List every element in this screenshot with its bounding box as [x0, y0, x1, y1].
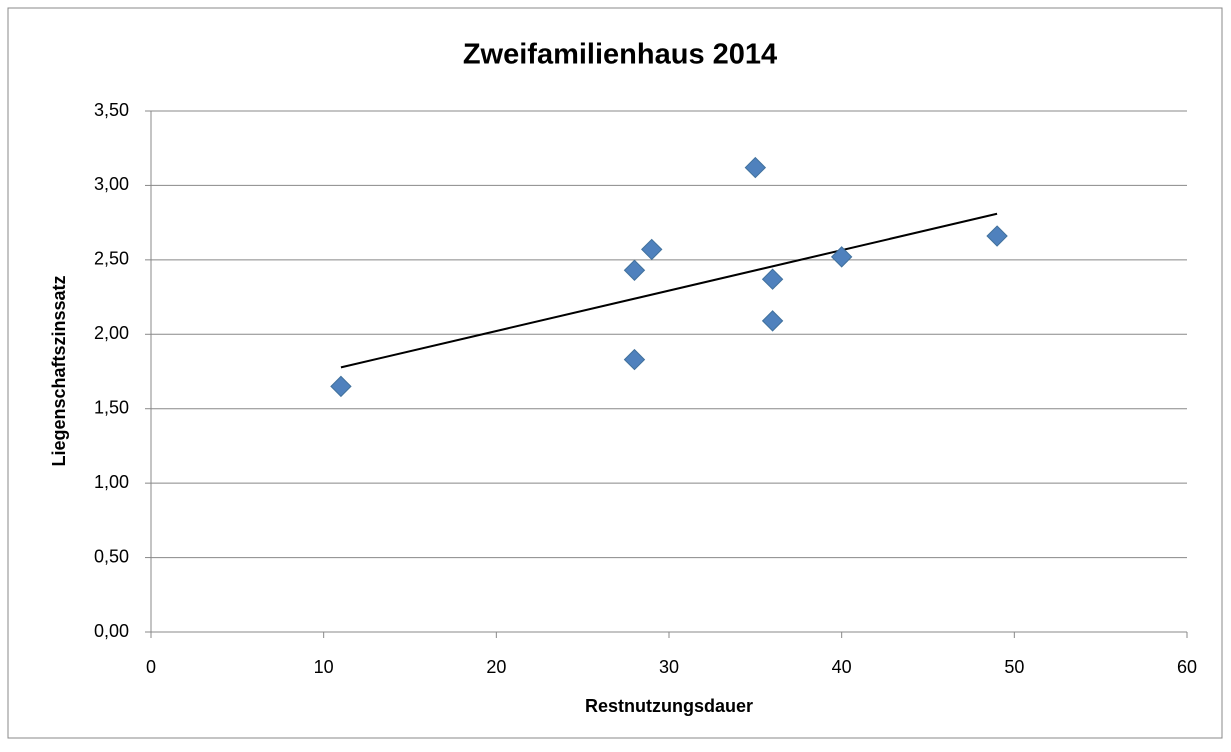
x-tick-label: 30 [659, 657, 679, 677]
x-axis-label: Restnutzungsdauer [585, 696, 753, 716]
point [761, 268, 784, 290]
x-tick-label: 20 [486, 657, 506, 677]
point [330, 375, 352, 398]
y-tick-label: 1,50 [94, 397, 129, 417]
chart-title: Zweifamilienhaus 2014 [463, 39, 777, 71]
point [761, 310, 784, 332]
point [623, 348, 646, 371]
y-tick-label: 3,50 [94, 100, 129, 120]
point [986, 225, 1008, 247]
point [744, 156, 767, 179]
x-tick-label: 0 [146, 657, 156, 677]
y-tick-label: 3,00 [94, 174, 129, 194]
y-tick-label: 1,00 [94, 472, 129, 492]
x-tick-label: 50 [1004, 657, 1024, 677]
y-tick-label: 2,50 [94, 249, 129, 269]
y-axis-label: Liegenschaftszinssatz [49, 275, 69, 466]
y-tick-label: 0,50 [94, 546, 129, 566]
chart-border [7, 7, 1223, 739]
y-tick-label: 2,00 [94, 323, 129, 343]
point [641, 238, 663, 261]
y-tick-label: 0,00 [94, 621, 129, 641]
x-tick-label: 40 [832, 657, 852, 677]
x-tick-label: 60 [1177, 657, 1197, 677]
trendline [340, 212, 998, 369]
x-tick-label: 10 [314, 657, 334, 677]
point [623, 259, 646, 281]
point [830, 246, 853, 268]
